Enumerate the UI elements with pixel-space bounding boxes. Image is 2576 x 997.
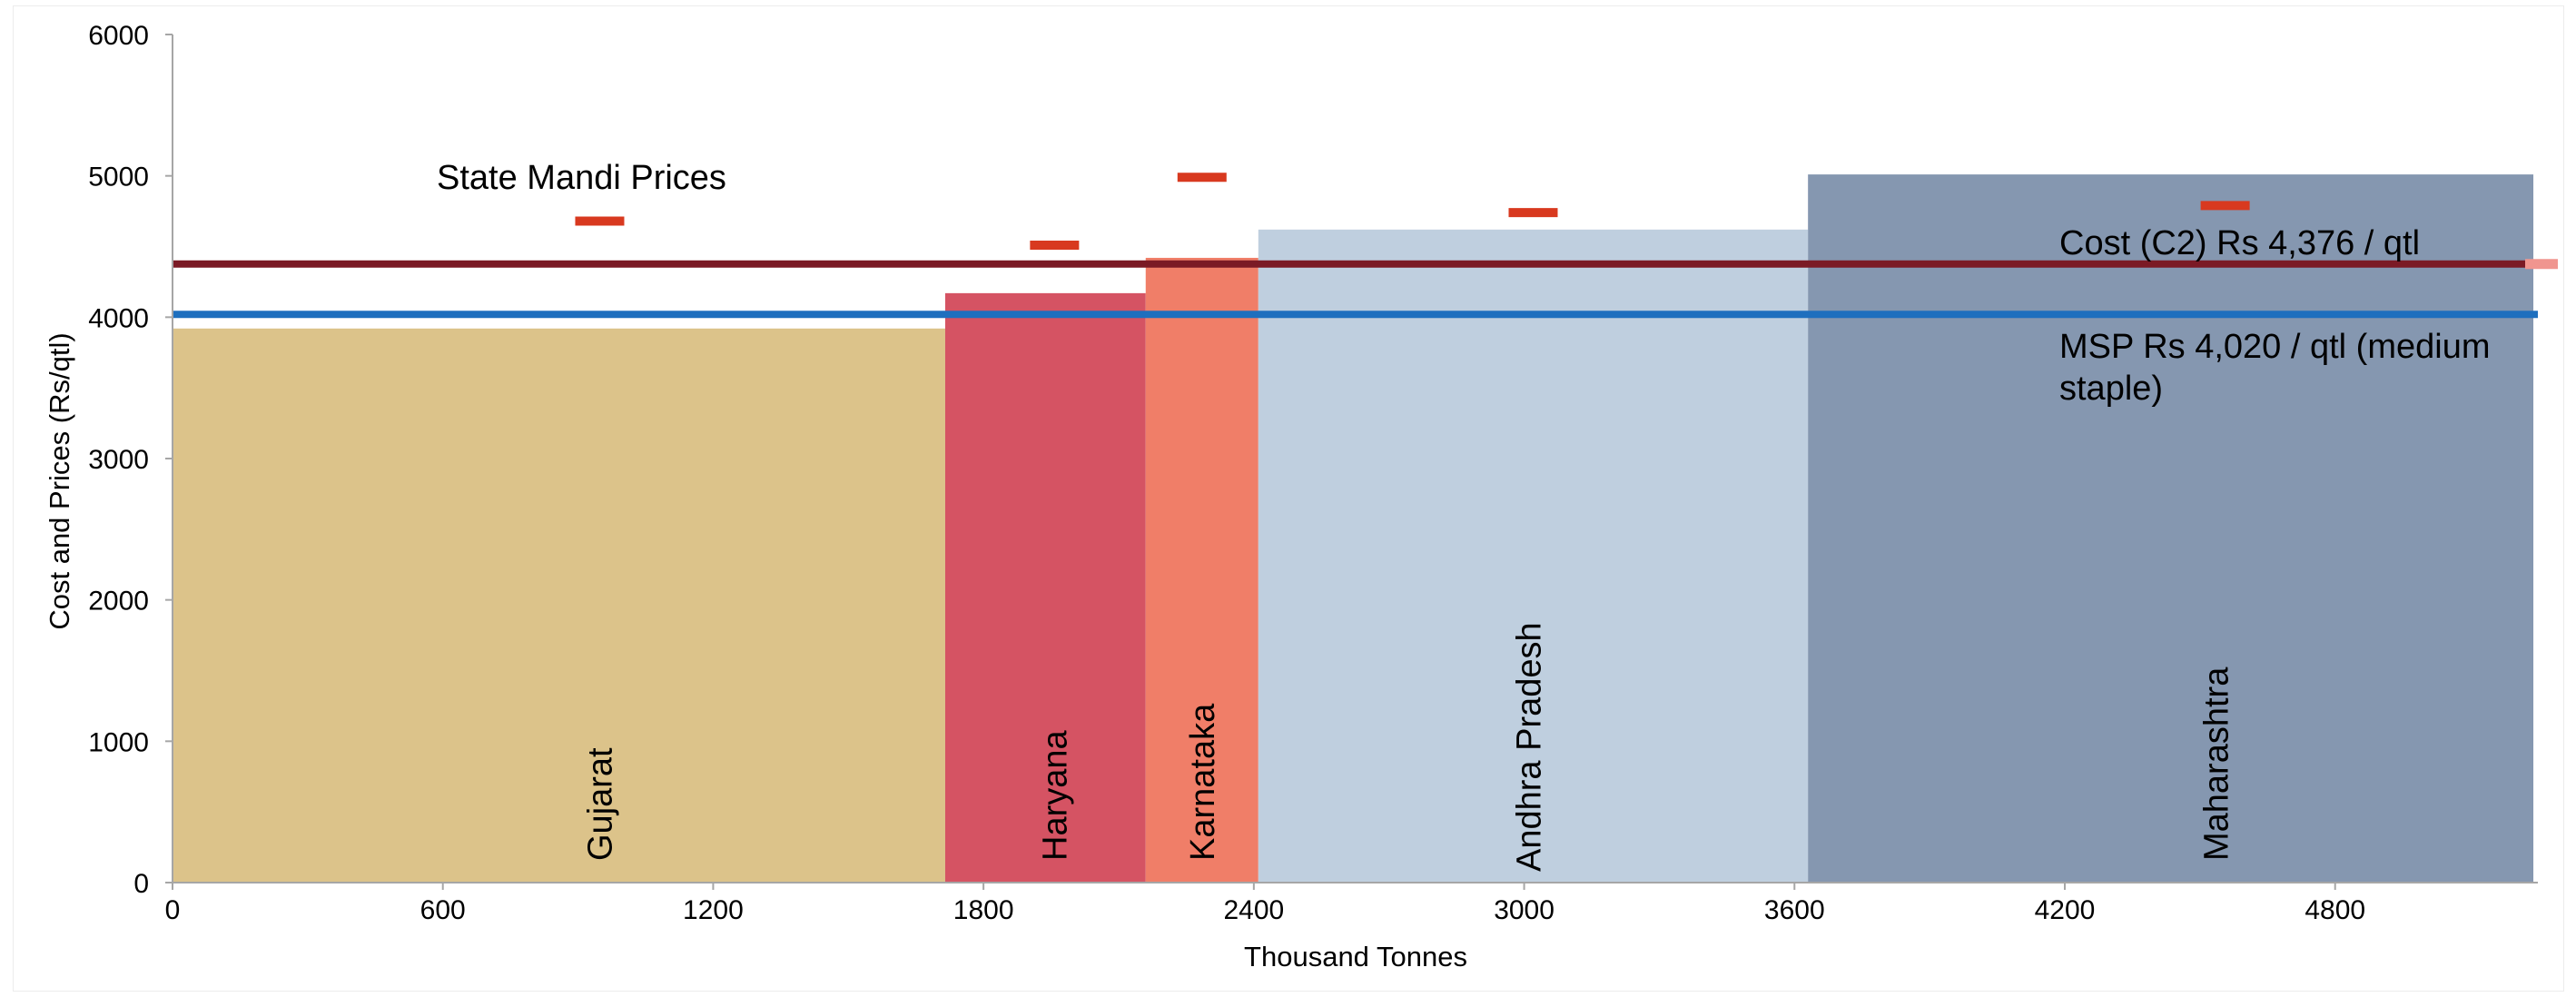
- x-axis-label: Thousand Tonnes: [1244, 941, 1467, 972]
- x-tick-label: 3600: [1764, 895, 1825, 925]
- bar-karnataka: [1145, 257, 1258, 883]
- bar-maharashtra: [1808, 174, 2534, 883]
- bar-label-andhra-pradesh: Andhra Pradesh: [1510, 622, 1548, 872]
- bar-labels-group: Gujarat Haryana Karnataka Andhra Pradesh Mah…: [581, 622, 2235, 872]
- mandi-prices-annotation: State Mandi Prices: [437, 159, 726, 197]
- y-tick-label: 6000: [88, 21, 149, 51]
- x-ticks-group: 0 600 1200 1800 2400 3000 3600 4200 4800: [165, 883, 2365, 925]
- x-tick-label: 600: [420, 895, 466, 925]
- bar-haryana: [944, 292, 1146, 883]
- bar-label-maharashtra: Maharashtra: [2198, 666, 2236, 861]
- y-tick-label: 0: [133, 869, 149, 899]
- y-tick-label: 2000: [88, 587, 149, 617]
- x-tick-label: 1800: [953, 895, 1014, 925]
- x-tick-label: 4200: [2035, 895, 2096, 925]
- reference-lines-group: [173, 259, 2558, 319]
- x-tick-label: 4800: [2305, 895, 2365, 925]
- bar-label-gujarat: Gujarat: [581, 747, 619, 861]
- x-tick-label: 3000: [1494, 895, 1554, 925]
- bar-andhra-pradesh: [1258, 229, 1809, 883]
- msp-line-annotation-line2: staple): [2059, 370, 2163, 408]
- bars-group: [173, 174, 2534, 883]
- mandi-price-marks-group: [575, 173, 2250, 250]
- y-tick-label: 1000: [88, 727, 149, 757]
- bar-label-haryana: Haryana: [1036, 730, 1074, 861]
- x-tick-label: 1200: [683, 895, 744, 925]
- y-ticks-group: 0 1000 2000 3000 4000 5000 6000: [88, 21, 173, 899]
- y-axis-label: Cost and Prices (Rs/qtl): [44, 332, 75, 629]
- cost-line-annotation: Cost (C2) Rs 4,376 / qtl: [2059, 224, 2420, 262]
- msp-line-annotation-line1: MSP Rs 4,020 / qtl (medium: [2059, 328, 2490, 366]
- x-tick-label: 2400: [1223, 895, 1284, 925]
- bar-gujarat: [173, 328, 945, 883]
- y-tick-label: 4000: [88, 303, 149, 333]
- chart-frame: [13, 5, 2564, 992]
- y-tick-label: 5000: [88, 163, 149, 192]
- bar-label-karnataka: Karnataka: [1184, 703, 1222, 861]
- x-tick-label: 0: [165, 895, 181, 925]
- y-tick-label: 3000: [88, 445, 149, 475]
